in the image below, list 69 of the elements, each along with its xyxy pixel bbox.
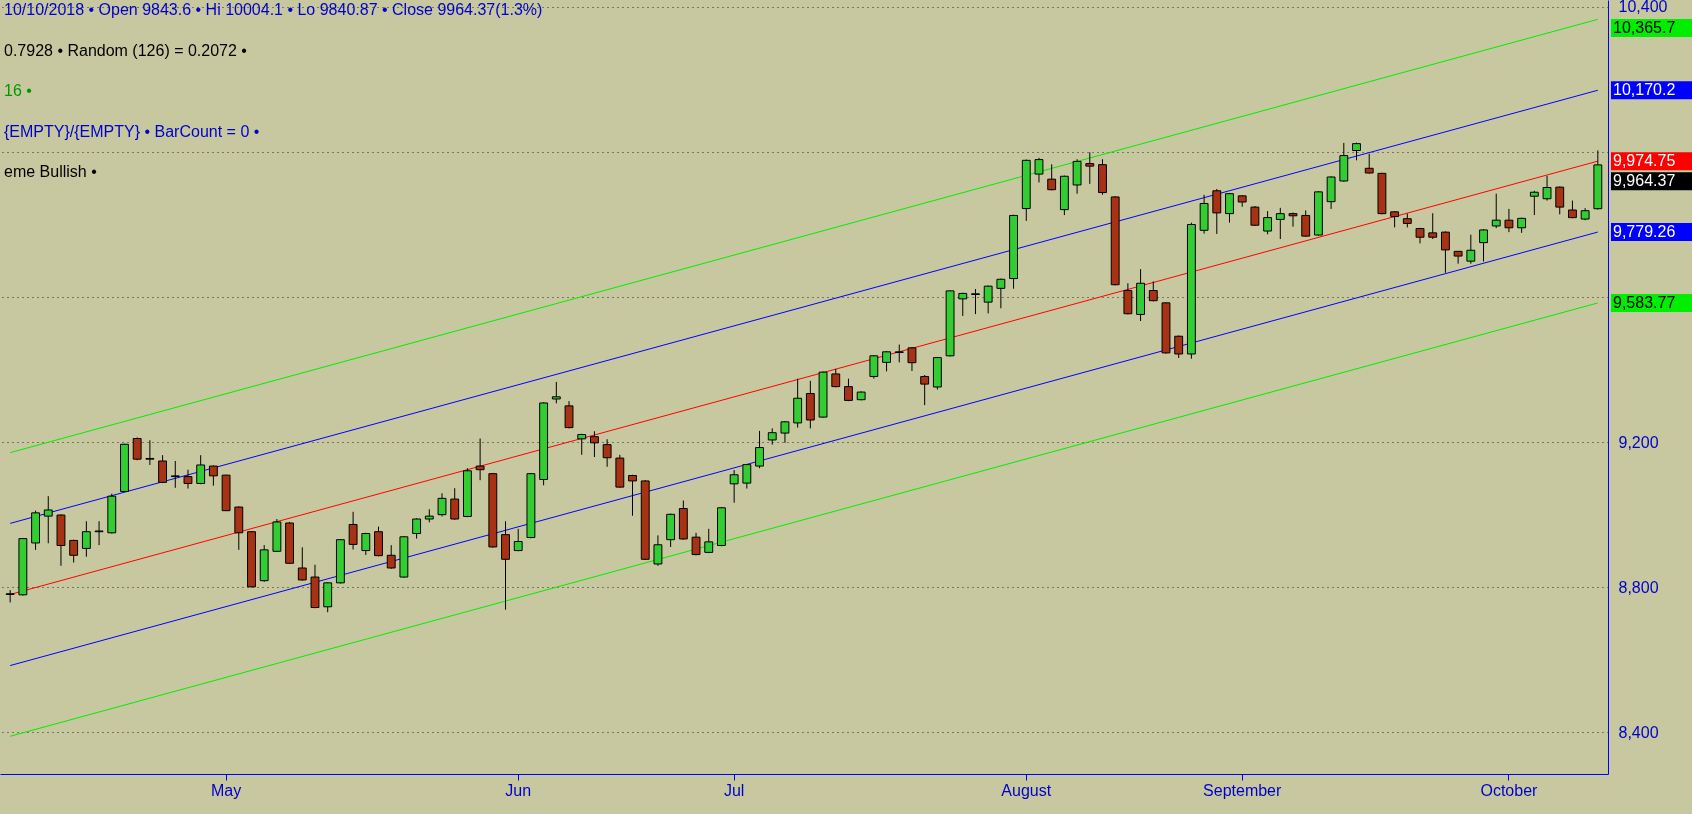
candlestick bbox=[882, 350, 891, 372]
annotation: 16 • bbox=[4, 82, 32, 99]
x-tick-label: May bbox=[210, 781, 242, 799]
candlestick bbox=[1453, 250, 1463, 265]
x-tick-label: August bbox=[1001, 781, 1052, 799]
x-tick-label: Jun bbox=[505, 781, 532, 799]
candlestick bbox=[551, 381, 561, 404]
candlestick bbox=[920, 374, 930, 406]
candlestick bbox=[348, 511, 358, 550]
candlestick bbox=[1428, 212, 1438, 240]
candlestick bbox=[196, 454, 206, 485]
x-tick-label: Jul bbox=[723, 781, 745, 799]
candlestick bbox=[81, 520, 91, 558]
candlestick bbox=[729, 469, 739, 504]
candlestick bbox=[869, 354, 879, 380]
candlestick bbox=[1250, 205, 1260, 227]
candlestick bbox=[1034, 157, 1044, 183]
candlestick bbox=[386, 544, 396, 570]
candlestick bbox=[1225, 192, 1234, 224]
candlestick bbox=[1529, 190, 1539, 216]
candlestick bbox=[1301, 209, 1311, 238]
candlestick bbox=[1466, 234, 1476, 265]
series-label: 9,974.75 bbox=[1613, 152, 1676, 170]
candlestick bbox=[183, 469, 193, 490]
y-tick-label: 8,800 bbox=[1618, 578, 1659, 596]
candlestick bbox=[1479, 228, 1488, 263]
y-tick-label: 8,400 bbox=[1618, 723, 1659, 741]
candlestick bbox=[94, 520, 104, 546]
candlestick bbox=[1047, 163, 1057, 191]
y-tick-label: 9,200 bbox=[1618, 433, 1659, 451]
x-tick-label: October bbox=[1480, 781, 1539, 799]
series-label: 10,170.2 bbox=[1613, 81, 1676, 99]
candlestick bbox=[564, 400, 574, 429]
text: 9,964.37 bbox=[1613, 172, 1676, 190]
series-label: 9,779.26 bbox=[1613, 223, 1676, 241]
annotation: eme Bullish • bbox=[4, 163, 97, 180]
candlestick bbox=[1364, 153, 1374, 175]
candlestick bbox=[1263, 210, 1273, 235]
candlestick bbox=[170, 460, 180, 489]
annotation: {EMPTY}/{EMPTY} • BarCount = 0 • bbox=[4, 122, 260, 140]
candlestick bbox=[704, 528, 714, 554]
y-tick-label: 10,400 bbox=[1618, 0, 1668, 16]
candlestick bbox=[437, 492, 447, 517]
candlestick bbox=[1072, 158, 1082, 195]
candlestick bbox=[374, 526, 383, 557]
candlestick bbox=[1491, 193, 1501, 229]
candlestick bbox=[208, 464, 218, 487]
x-tick-label: September bbox=[1203, 781, 1282, 799]
candlestick bbox=[907, 346, 917, 372]
series-label: 9,583.77 bbox=[1613, 293, 1676, 311]
candlestick bbox=[450, 487, 460, 521]
candlestick bbox=[297, 546, 307, 582]
candlestick bbox=[1174, 335, 1184, 359]
candlestick bbox=[1212, 188, 1222, 235]
candlestick bbox=[653, 534, 663, 567]
candlestick bbox=[158, 454, 168, 484]
annotation: 10/10/2018 • Open 9843.6 • Hi 10004.1 • Lo 9840.87 • Close 9964.37(1.3%) bbox=[4, 1, 543, 18]
candlestick bbox=[43, 495, 53, 544]
candlestick bbox=[1555, 185, 1565, 215]
candlestick bbox=[628, 474, 637, 517]
candlestick bbox=[1504, 208, 1514, 233]
candlestick bbox=[1440, 230, 1450, 274]
candlestick bbox=[1275, 207, 1285, 240]
candlestick bbox=[742, 463, 752, 490]
annotation: 0.7928 • Random (126) = 0.2072 • bbox=[4, 41, 247, 59]
series-label: 10,365.7 bbox=[1613, 19, 1676, 36]
candlestick bbox=[1542, 175, 1552, 202]
candlestick bbox=[1288, 212, 1298, 228]
candlestick bbox=[412, 517, 422, 540]
